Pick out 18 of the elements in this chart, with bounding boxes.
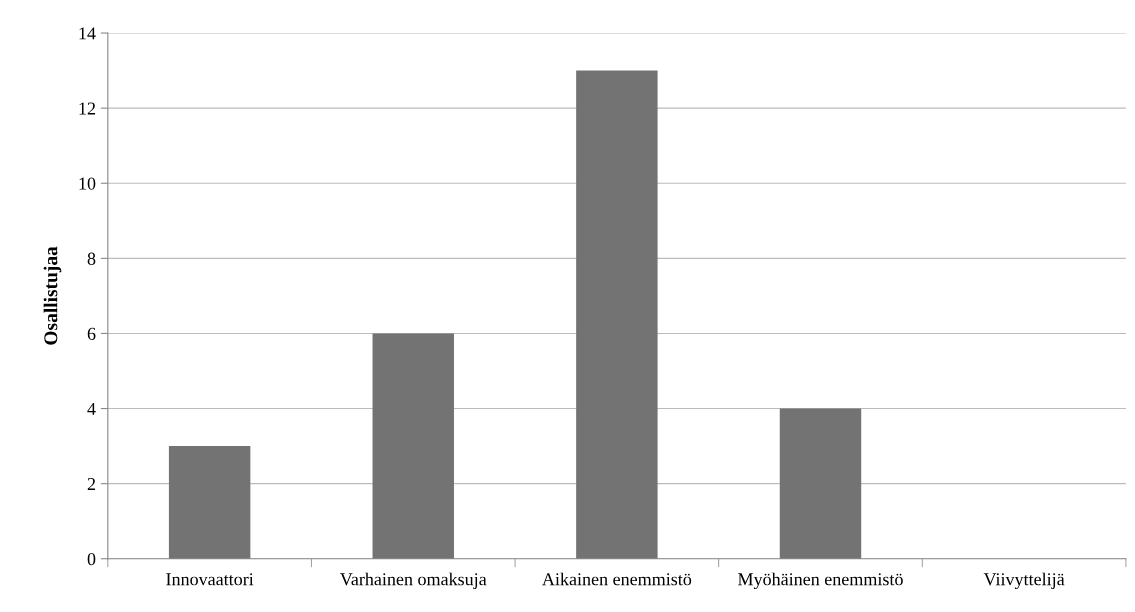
y-tick-label: 12 [79, 102, 96, 115]
y-tick-label: 4 [87, 402, 96, 415]
bar [779, 408, 862, 559]
x-tick-label: Varhainen omaksuja [340, 572, 487, 590]
y-tick-label: 2 [87, 477, 96, 490]
x-tick-label: Aikainen enemmistö [542, 572, 692, 586]
y-tick-label: 8 [87, 252, 96, 265]
bar [372, 333, 454, 559]
y-axis-title: Osallistujaa [43, 246, 62, 345]
bar [168, 446, 251, 559]
x-tick-label: Myöhäinen enemmistö [738, 572, 903, 590]
x-tick-label: Viivyttelijä [983, 572, 1065, 590]
y-tick-label: 6 [87, 327, 96, 340]
bar [576, 70, 658, 559]
x-tick-label: Innovaattori [166, 573, 254, 586]
y-tick-label: 10 [79, 177, 96, 190]
y-tick-label: 14 [79, 27, 96, 40]
y-tick-label: 0 [87, 553, 96, 566]
